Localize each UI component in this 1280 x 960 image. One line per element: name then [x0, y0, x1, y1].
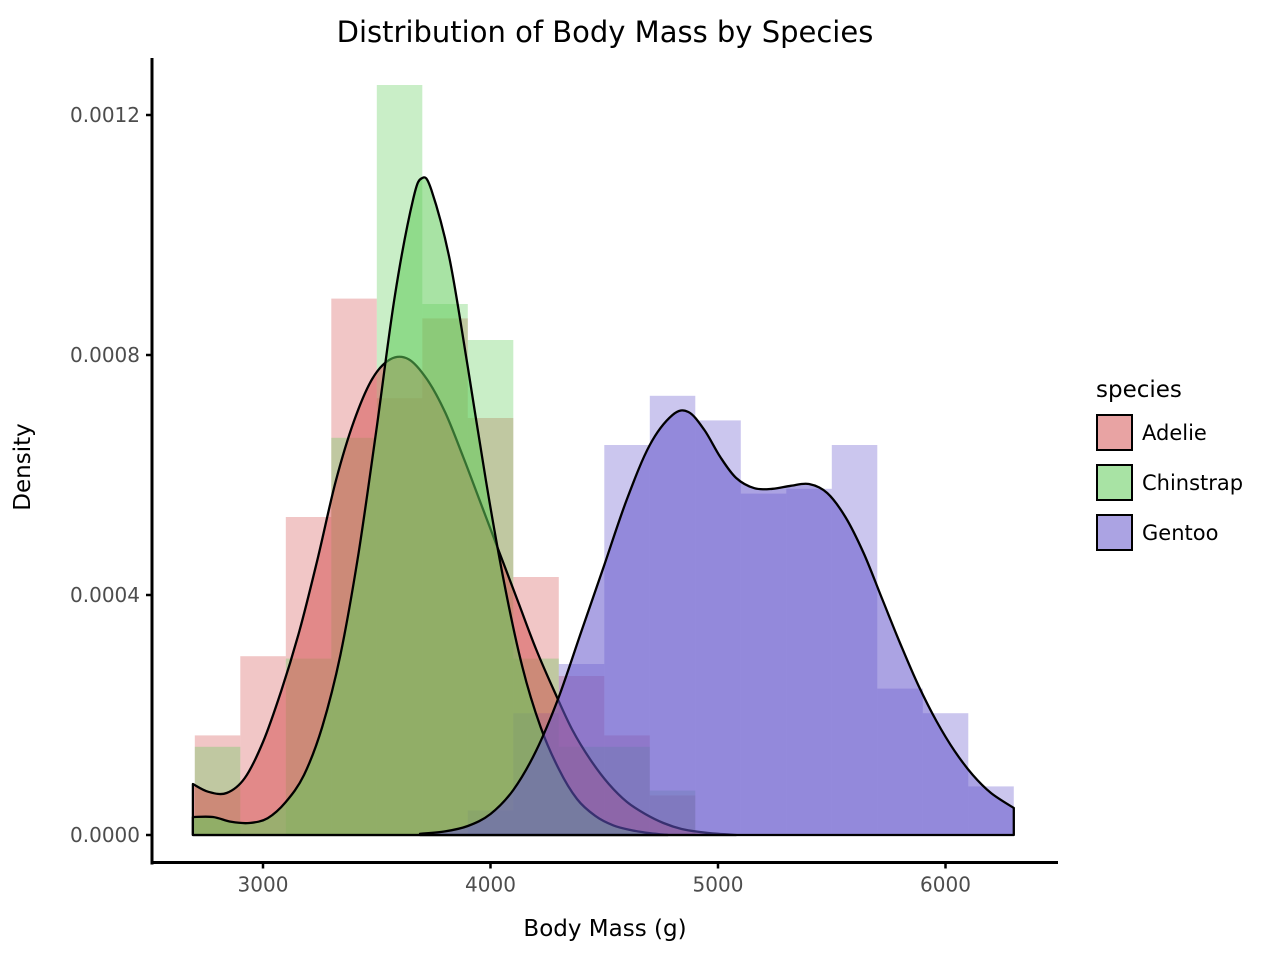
x-tick-label: 6000 — [920, 873, 971, 897]
legend-entry-gentoo: Gentoo — [1096, 514, 1243, 551]
x-tick-label: 5000 — [693, 873, 744, 897]
y-tick-label: 0.0008 — [70, 343, 140, 367]
y-axis-title: Density — [10, 423, 36, 510]
axes-layer: 0.0000 0.0004 0.0008 0.0012 3000 4000 5000 6000 — [70, 58, 1058, 897]
y-tick-label: 0.0000 — [70, 823, 140, 847]
legend-label-gentoo: Gentoo — [1142, 520, 1219, 545]
legend-swatch-chinstrap — [1096, 464, 1133, 501]
legend-title: species — [1096, 377, 1182, 403]
y-tick-label: 0.0004 — [70, 583, 140, 607]
legend-swatch-gentoo — [1096, 514, 1133, 551]
legend-entry-chinstrap: Chinstrap — [1096, 464, 1243, 501]
x-tick-label: 4000 — [465, 873, 516, 897]
legend-swatch-adelie — [1096, 414, 1133, 451]
kde-curve-gentoo — [418, 409, 1015, 837]
x-tick-label: 3000 — [238, 873, 289, 897]
chart-title: Distribution of Body Mass by Species — [337, 15, 874, 49]
legend: species Adelie Chinstrap Gentoo — [1096, 377, 1243, 564]
legend-label-chinstrap: Chinstrap — [1142, 470, 1244, 495]
y-tick-label: 0.0012 — [70, 103, 140, 127]
legend-entry-adelie: Adelie — [1096, 414, 1243, 451]
kde-curves-layer — [191, 176, 1015, 837]
legend-label-adelie: Adelie — [1142, 420, 1207, 445]
x-axis-title: Body Mass (g) — [523, 916, 686, 942]
